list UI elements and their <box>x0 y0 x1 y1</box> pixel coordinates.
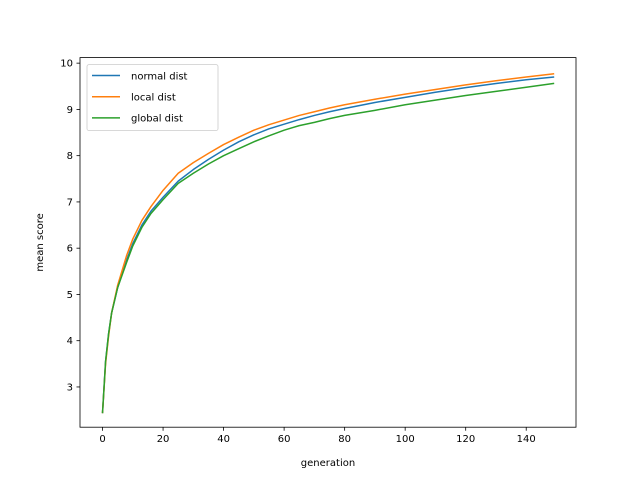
y-tick-label: 8 <box>67 151 73 162</box>
legend-label: global dist <box>131 114 183 125</box>
y-tick-label: 4 <box>67 336 73 347</box>
x-tick-label: 60 <box>278 434 291 445</box>
y-tick-label: 10 <box>60 59 73 70</box>
series-line-local-dist <box>101 72 555 414</box>
x-tick-label: 100 <box>396 434 415 445</box>
plot-frame <box>79 57 577 428</box>
x-axis-label: generation <box>301 458 355 469</box>
series-line-global-dist <box>101 82 555 414</box>
legend-box <box>86 64 219 131</box>
y-axis-ticks: 3 4 5 6 7 8 9 10 <box>60 59 80 393</box>
x-tick-label: 20 <box>157 434 170 445</box>
x-tick-label: 80 <box>338 434 351 445</box>
y-axis-label: mean score <box>35 213 46 271</box>
plot-lines <box>101 72 555 414</box>
y-tick-label: 9 <box>67 105 73 116</box>
x-tick-label: 120 <box>456 434 475 445</box>
legend: normal dist local dist global dist <box>86 64 219 131</box>
legend-label: local dist <box>131 93 176 104</box>
y-tick-label: 3 <box>67 382 73 393</box>
x-axis-ticks: 0 20 40 60 80 100 120 140 <box>99 427 536 445</box>
y-tick-label: 6 <box>67 244 73 255</box>
x-tick-label: 0 <box>99 434 105 445</box>
y-tick-label: 5 <box>67 290 73 301</box>
x-tick-label: 40 <box>217 434 230 445</box>
legend-label: normal dist <box>131 71 188 82</box>
x-tick-label: 140 <box>517 434 536 445</box>
legend-entries: normal dist local dist global dist <box>92 71 188 125</box>
y-tick-label: 7 <box>67 197 73 208</box>
